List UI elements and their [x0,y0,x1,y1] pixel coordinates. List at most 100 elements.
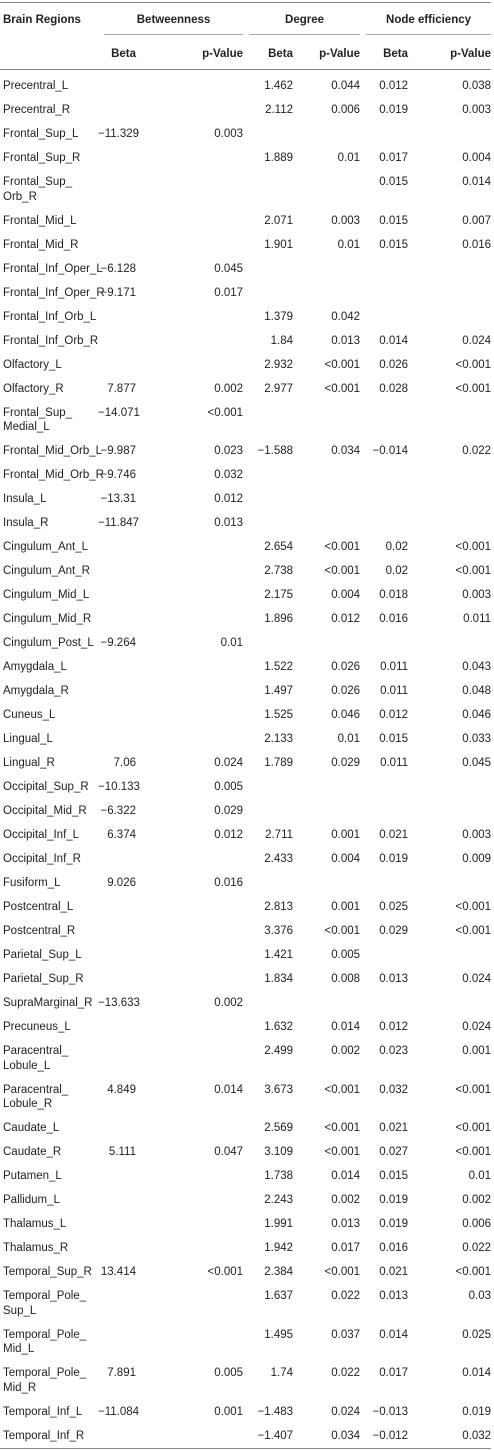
value-cell: 0.003 [214,128,244,140]
region-name: Lingual_R [3,757,55,769]
value-cell: 0.004 [331,853,361,865]
region-name: Caudate_L [3,1122,60,1134]
table-row: Temporal_Pole_ Mid_L 1.495 0.037 0.014 0.025 [0,1323,491,1362]
table-row: Olfactory_L 2.932 <0.001 0.026 <0.001 [0,353,491,377]
value-cell [243,281,293,305]
value-cell [293,122,360,146]
value-cell: <0.001 [324,1122,361,1134]
value-cell: 0.044 [331,80,361,92]
value-cell [360,281,408,305]
value-cell: 7.877 [107,382,136,395]
value-cell: 7.06 [113,757,136,769]
value-cell: 1.421 [264,949,294,961]
value-cell: 0.014 [331,1021,361,1033]
region-name: Thalamus_R [3,1242,69,1254]
region-name: Frontal_Inf_Oper_L [3,262,103,275]
value-cell [136,98,243,122]
region-name: Frontal_Sup_R [3,152,81,164]
region-name: Occipital_Inf_R [3,853,81,865]
value-cell: 0.024 [331,1405,361,1418]
value-cell: 0.012 [214,829,244,841]
value-cell [293,463,360,487]
value-cell: 0.021 [379,1266,409,1278]
value-cell: <0.001 [455,541,492,553]
table-row: Precentral_L 1.462 0.044 0.012 0.038 [0,70,491,99]
value-cell: 0.022 [462,1242,492,1254]
value-cell [136,1039,243,1078]
value-cell: 0.012 [379,1021,409,1033]
value-cell: 2.433 [264,853,294,865]
value-cell: 0.016 [214,877,244,889]
value-cell: 5.111 [108,1146,136,1158]
value-cell: −10.133 [98,781,140,793]
value-cell [136,1424,243,1449]
region-name: Paracentral_ Lobule_L [3,1045,69,1072]
value-cell: 6.374 [107,829,136,841]
value-cell: 3.109 [264,1146,294,1158]
value-cell: 2.813 [264,901,294,913]
value-cell: 0.032 [214,469,244,481]
value-cell: 0.032 [462,1429,492,1442]
value-cell: 2.499 [264,1045,294,1057]
table-row: Parietal_Sup_L 1.421 0.005 [0,943,491,967]
value-cell: 0.001 [214,1405,244,1418]
value-cell [360,871,408,895]
value-cell: 2.711 [265,829,294,841]
value-cell [360,775,408,799]
value-cell: 0.012 [331,613,361,625]
value-cell: <0.001 [324,541,361,553]
region-name: Frontal_Sup_L [3,128,79,140]
value-cell [98,305,136,329]
value-cell: 0.012 [379,80,409,92]
value-cell: 0.005 [331,949,361,961]
value-cell: 0.027 [379,1146,409,1158]
value-cell: 0.032 [379,1083,409,1096]
value-cell: 0.033 [462,733,492,745]
value-cell [293,871,360,895]
region-name: Cingulum_Ant_R [3,565,90,577]
value-cell [98,146,136,170]
value-cell: −11.847 [98,517,140,529]
value-cell [98,98,136,122]
value-cell: <0.001 [324,382,361,395]
value-cell: 0.015 [379,1170,409,1182]
value-cell: 1.495 [264,1328,294,1341]
table-body: Precentral_L 1.462 0.044 0.012 0.038 Precentr… [0,70,491,1449]
value-cell: 0.017 [379,1367,409,1379]
value-cell [243,487,293,511]
region-name: Cingulum_Mid_L [3,589,90,601]
region-name: Pallidum_L [3,1194,60,1206]
value-cell: 0.017 [379,152,409,164]
subheader: p-Value [293,40,361,70]
region-name: Occipital_Sup_R [3,781,89,793]
table-row: Frontal_Mid_L 2.071 0.003 0.015 0.007 [0,209,491,233]
region-name: Caudate_R [3,1146,62,1158]
value-cell [360,463,408,487]
value-cell: 0.005 [214,781,244,793]
region-name: Frontal_Inf_Orb_L [3,310,97,323]
group-header: Betweenness [98,3,244,41]
region-name: Fusiform_L [3,877,61,889]
value-cell: 0.012 [379,709,409,721]
table-row: Precuneus_L 1.632 0.014 0.012 0.024 [0,1015,491,1039]
value-cell: 0.014 [214,1083,244,1096]
value-cell [243,775,293,799]
value-cell [136,329,243,353]
region-name: Postcentral_R [3,925,76,937]
region-name: Temporal_Sup_R [3,1266,92,1278]
value-cell: 2.071 [264,214,294,227]
value-cell: 13.414 [100,1266,136,1278]
value-cell: 0.043 [462,661,492,673]
region-name: Insula_R [3,517,49,529]
value-cell: −1.588 [257,445,294,457]
value-cell [136,1236,243,1260]
value-cell: −6.322 [100,805,137,817]
value-cell [408,281,491,305]
value-cell: 7.891 [107,1367,136,1379]
value-cell: 0.019 [379,104,409,116]
value-cell [136,727,243,751]
value-cell: 2.569 [264,1122,294,1134]
value-cell: 0.025 [462,1328,492,1341]
table-row: Precentral_R 2.112 0.006 0.019 0.003 [0,98,491,122]
value-cell: 0.045 [214,262,244,275]
